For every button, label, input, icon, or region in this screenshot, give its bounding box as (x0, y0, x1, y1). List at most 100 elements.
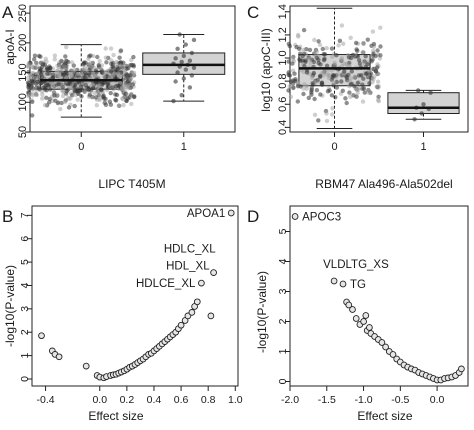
panel-letter-d: D (247, 207, 259, 226)
panel-c-point (348, 82, 353, 87)
panel-b-annotation: HDLCE_XL (136, 278, 196, 290)
panel-a-point (129, 92, 134, 97)
panel-c-point (324, 118, 330, 124)
panel-a-point (181, 53, 186, 59)
panel-c-point (350, 52, 356, 58)
panel-a-point (110, 64, 115, 69)
panel-a-frame (29, 5, 236, 133)
panel-c-point (312, 96, 317, 102)
panel-d-point (378, 339, 386, 346)
panel-c-point (314, 49, 319, 54)
panel-c-point (352, 74, 357, 79)
panel-a-point (122, 70, 127, 75)
panel-a-point (60, 89, 66, 94)
panel-a-point (128, 77, 133, 82)
panel-c-point (378, 25, 383, 30)
panel-b-point (82, 362, 90, 370)
panel-a-point (48, 65, 53, 71)
panel-d-xtick-label: -1.5 (318, 394, 336, 406)
panel-a-point (67, 96, 72, 102)
panel-c-point (363, 71, 369, 77)
panel-a-point (121, 60, 126, 65)
panel-a-point (79, 72, 85, 77)
panel-a-boxplot: apoA-I LIPC T405M 50 100 150 200 250 0 1 (3, 4, 236, 191)
panel-a-point (62, 99, 68, 105)
panel-b-annotation: APOA1 (187, 208, 225, 220)
panel-b-ytick-label: 0 (19, 376, 31, 382)
panel-d-ytick-label: 3 (277, 288, 289, 294)
panel-c-point (286, 59, 291, 64)
panel-d-point (458, 365, 465, 373)
panel-a-point (40, 96, 45, 101)
panel-c-point (342, 69, 347, 74)
panel-c-point (348, 35, 353, 40)
panel-c-point (312, 112, 318, 118)
panel-b-annotation: HDLC_XL (164, 244, 216, 256)
panel-c-point (356, 73, 362, 78)
panel-letter-c: C (247, 3, 259, 22)
panel-d-point (382, 343, 389, 351)
panel-c-point (374, 84, 379, 89)
panel-c-point (361, 41, 366, 47)
panel-a-xtick-label: 0 (78, 141, 84, 153)
panel-b-point (188, 309, 196, 316)
panel-c-point (319, 80, 325, 85)
panel-d-point (339, 280, 347, 288)
panel-b-ytick-label: 2 (19, 329, 31, 335)
panel-b-ytick-label: 1 (19, 353, 31, 359)
panel-c-point (330, 106, 335, 111)
panel-c-point (286, 88, 291, 93)
panel-c-point (325, 89, 331, 94)
panel-a-point (96, 63, 102, 68)
panel-c-point (306, 57, 312, 62)
panel-a-point (48, 87, 53, 92)
panel-c-point (292, 71, 297, 76)
panel-c-point (370, 29, 376, 34)
panel-c-point (332, 63, 338, 68)
panel-c-point (301, 47, 306, 53)
panel-c-point (295, 32, 301, 38)
panel-c-point (375, 48, 380, 53)
panel-d-xtick-label: -2.0 (281, 394, 299, 406)
panel-c-point (321, 58, 327, 63)
panel-a-point (95, 54, 100, 60)
panel-d-ylabel: -log10(P-value) (255, 271, 269, 353)
panel-a-point (52, 53, 58, 58)
panel-a-point (41, 68, 47, 74)
panel-a-point (59, 58, 64, 64)
panel-c-point (361, 61, 366, 66)
panel-c-xlabel: RBM47 Ala496-Ala502del (315, 177, 452, 191)
panel-b-ytick-label: 4 (19, 282, 31, 288)
panel-a-point (76, 71, 81, 77)
panel-c-point (344, 75, 350, 80)
panel-a-point (100, 94, 106, 100)
panel-d-annotation: TG (350, 279, 366, 291)
panel-a-point (34, 92, 39, 98)
panel-c-ytick-label: 1.2 (277, 27, 289, 42)
panel-a-point (57, 64, 62, 69)
panel-a-point (177, 32, 182, 37)
panel-a-point (91, 85, 96, 91)
panel-a-point (116, 103, 122, 108)
panel-c-point (354, 94, 359, 99)
panel-a-point (88, 53, 93, 58)
panel-b-ytick-label: 5 (19, 259, 31, 265)
panel-a-point (58, 106, 63, 112)
panel-a-point (26, 69, 31, 75)
panel-a-point (70, 93, 75, 98)
panel-a-point (113, 84, 119, 89)
panel-c-point (378, 44, 383, 49)
panel-c-point (333, 95, 338, 100)
panel-a-point (131, 94, 137, 100)
panel-a-point (189, 50, 195, 56)
panel-c-point (373, 68, 379, 74)
panel-c-point (361, 76, 366, 81)
panel-c-point (304, 86, 309, 91)
panel-c-point (349, 69, 354, 74)
panel-a-ylabel: apoA-I (3, 29, 17, 64)
panel-a-point (99, 69, 104, 75)
panel-a-point (51, 84, 56, 89)
panel-a-point (72, 103, 77, 109)
panel-a-point (126, 86, 131, 91)
panel-a-point (111, 52, 116, 58)
